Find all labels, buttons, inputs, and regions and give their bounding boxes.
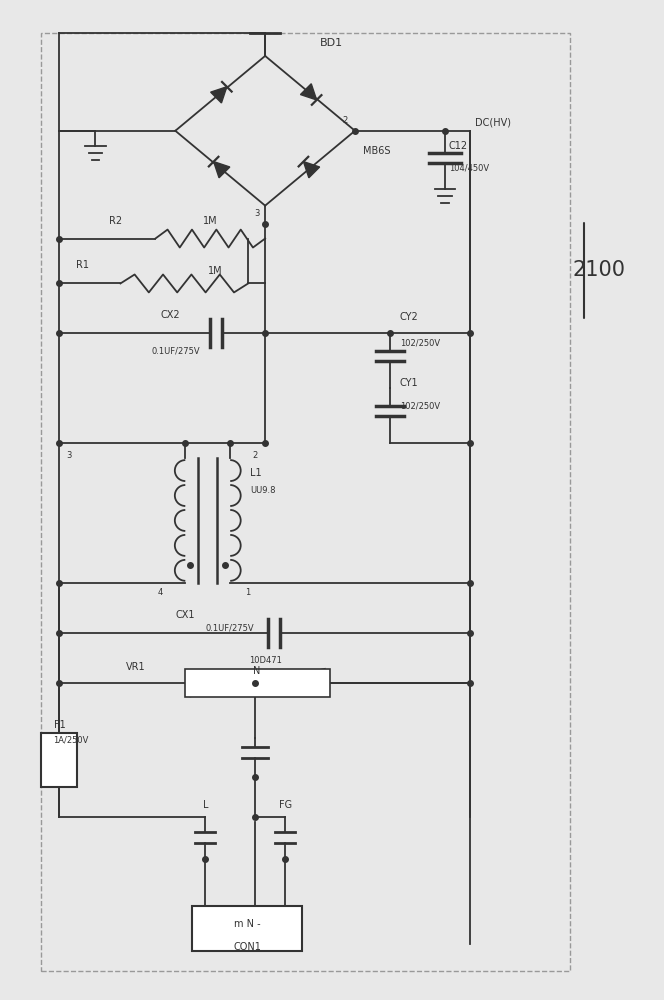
Text: F1: F1 <box>54 720 65 730</box>
Text: BD1: BD1 <box>320 38 343 48</box>
Text: L: L <box>203 800 208 810</box>
Text: 10D471: 10D471 <box>249 656 282 665</box>
Text: 0.1UF/275V: 0.1UF/275V <box>206 623 254 632</box>
Text: 4: 4 <box>158 588 163 597</box>
Text: L1: L1 <box>250 468 262 478</box>
Text: R2: R2 <box>109 216 122 226</box>
Text: VR1: VR1 <box>125 662 145 672</box>
Text: 102/250V: 102/250V <box>400 339 440 348</box>
Text: 3: 3 <box>66 451 71 460</box>
Bar <box>185 669 330 697</box>
Polygon shape <box>210 87 227 103</box>
Polygon shape <box>300 84 317 100</box>
Text: CON1: CON1 <box>233 942 261 952</box>
Text: 3: 3 <box>254 209 260 218</box>
Text: 102/250V: 102/250V <box>400 402 440 411</box>
Text: 1A/250V: 1A/250V <box>54 736 89 745</box>
Text: R1: R1 <box>76 260 89 270</box>
Polygon shape <box>214 162 230 178</box>
Text: 1M: 1M <box>203 216 218 226</box>
Text: MB6S: MB6S <box>363 146 390 156</box>
Text: FG: FG <box>278 800 291 810</box>
Text: 2: 2 <box>252 451 258 460</box>
Text: m N -: m N - <box>234 919 260 929</box>
Text: CY2: CY2 <box>400 312 418 322</box>
Bar <box>193 906 302 951</box>
Text: 1: 1 <box>246 588 251 597</box>
Text: 2: 2 <box>343 116 347 125</box>
Text: 104/450V: 104/450V <box>449 163 489 172</box>
Bar <box>41 733 76 787</box>
Text: CY1: CY1 <box>400 378 418 388</box>
Text: CX2: CX2 <box>161 310 180 320</box>
Text: 0.1UF/275V: 0.1UF/275V <box>151 347 200 356</box>
Bar <box>41 33 570 971</box>
Text: N: N <box>254 666 261 676</box>
Text: DC(HV): DC(HV) <box>475 118 511 128</box>
Text: CX1: CX1 <box>175 610 195 620</box>
Polygon shape <box>303 162 319 178</box>
Text: UU9.8: UU9.8 <box>250 486 276 495</box>
Text: 2100: 2100 <box>573 260 626 280</box>
Text: C12: C12 <box>449 141 468 151</box>
Text: 1M: 1M <box>208 266 222 276</box>
